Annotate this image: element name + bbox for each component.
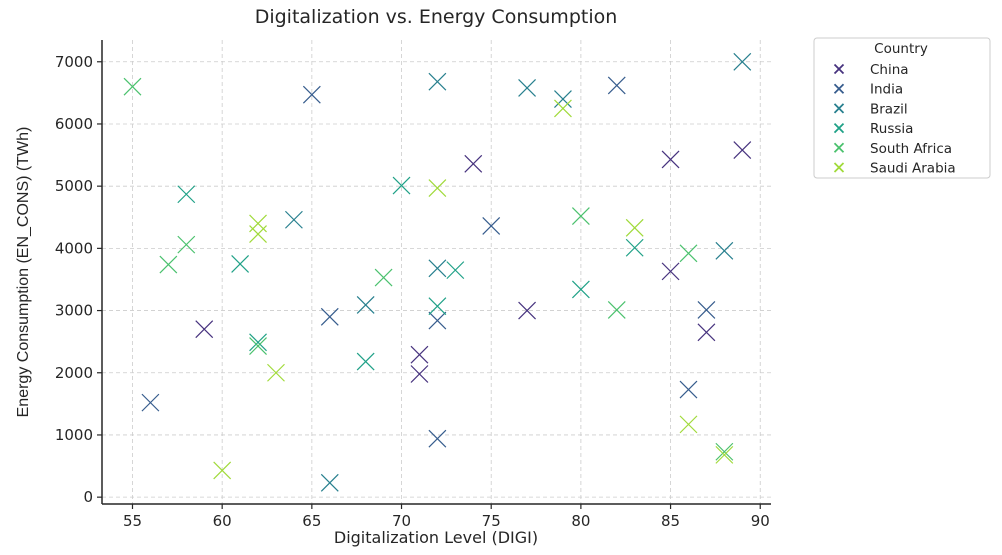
data-point-china	[661, 150, 680, 169]
data-point-saudi-arabia	[625, 218, 644, 237]
data-point-brazil	[733, 52, 752, 71]
legend-label: China	[870, 62, 909, 78]
data-point-south-africa	[249, 337, 267, 355]
legend-item-china: China	[833, 62, 909, 78]
legend-label: Russia	[870, 121, 913, 137]
data-point-china	[195, 320, 214, 339]
data-point-china	[518, 301, 536, 320]
x-tick-label: 60	[213, 512, 232, 530]
data-point-south-africa	[571, 207, 590, 225]
data-point-russia	[571, 280, 590, 299]
data-point-russia	[392, 176, 411, 195]
y-tick-label: 2000	[55, 364, 93, 382]
data-point-india	[302, 85, 321, 104]
x-tick-label: 70	[392, 512, 411, 530]
grid	[102, 40, 771, 504]
data-point-saudi-arabia	[715, 445, 734, 464]
data-point-brazil	[284, 210, 303, 229]
data-point-brazil	[518, 78, 536, 97]
data-point-south-africa	[374, 268, 393, 287]
data-point-india	[679, 380, 698, 399]
data-point-saudi-arabia	[428, 179, 447, 197]
data-point-india	[482, 217, 501, 235]
legend: Country China India Brazil Russia South Afri…	[813, 37, 991, 179]
y-tick-label: 3000	[55, 302, 93, 320]
data-point-brazil	[356, 296, 375, 314]
data-point-brazil	[715, 241, 734, 260]
data-point-india	[697, 301, 716, 319]
data-point-russia	[231, 254, 250, 273]
legend-item-russia: Russia	[833, 121, 913, 137]
legend-marker-russia	[833, 122, 845, 134]
legend-label: South Africa	[870, 141, 952, 157]
x-tick-label: 90	[751, 512, 770, 530]
legend-label: India	[870, 82, 903, 98]
data-point-india	[141, 393, 160, 412]
data-point-china	[697, 323, 716, 342]
legend-marker-india	[833, 83, 845, 94]
y-axis-label: Energy Consumption (EN_CONS) (TWh)	[15, 127, 32, 418]
data-point-russia	[177, 185, 196, 204]
legend-label: Brazil	[870, 101, 908, 117]
data-point-south-africa	[715, 442, 734, 461]
data-point-south-africa	[123, 77, 142, 96]
y-tick-label: 6000	[55, 115, 93, 133]
y-tick-label: 5000	[55, 177, 93, 195]
x-tick-label: 65	[302, 512, 321, 530]
x-axis-label: Digitalization Level (DIGI)	[334, 528, 538, 547]
x-tick-label: 75	[482, 512, 501, 530]
legend-marker-saudi-arabia	[833, 162, 845, 173]
data-point-india	[428, 429, 447, 448]
y-tick-label: 0	[83, 488, 93, 506]
legend-marker-brazil	[833, 103, 845, 114]
data-point-china	[661, 262, 680, 281]
data-point-russia	[356, 352, 375, 371]
data-point-saudi-arabia	[267, 363, 285, 382]
legend-item-saudi-arabia: Saudi Arabia	[833, 161, 956, 177]
data-point-saudi-arabia	[679, 415, 698, 434]
data-point-south-africa	[607, 301, 626, 319]
data-point-saudi-arabia	[554, 99, 572, 118]
data-point-brazil	[428, 72, 447, 91]
data-point-india	[320, 307, 339, 326]
data-points	[123, 52, 752, 492]
data-point-russia	[249, 333, 267, 352]
data-point-south-africa	[159, 255, 178, 274]
data-point-russia	[625, 238, 644, 257]
chart-title: Digitalization vs. Energy Consumption	[255, 6, 618, 28]
data-point-india	[607, 76, 626, 95]
y-tick-label: 1000	[55, 426, 93, 444]
axes	[101, 40, 771, 505]
legend-box	[813, 37, 991, 179]
x-tick-label: 80	[571, 512, 590, 530]
data-point-russia	[428, 297, 447, 316]
legend-marker-south-africa	[833, 142, 845, 153]
legend-title: Country	[874, 41, 928, 57]
data-point-saudi-arabia	[249, 214, 267, 233]
data-point-china	[733, 141, 752, 160]
data-point-india	[428, 311, 447, 330]
x-tick-label: 55	[123, 512, 142, 530]
data-point-saudi-arabia	[213, 461, 232, 480]
data-point-brazil	[320, 473, 339, 492]
data-point-china	[410, 345, 429, 364]
data-point-russia	[446, 261, 465, 280]
data-point-brazil	[554, 90, 572, 109]
legend-item-brazil: Brazil	[833, 101, 908, 117]
ticks: 55 60 65 70 75 80 85 90 0 1000 2000 3000 4000 5000 600…	[55, 53, 770, 530]
legend-marker-china	[833, 63, 845, 75]
y-tick-label: 7000	[55, 53, 93, 71]
data-point-south-africa	[679, 244, 698, 263]
legend-label: Saudi Arabia	[870, 161, 956, 177]
y-tick-label: 4000	[55, 239, 93, 257]
data-point-brazil	[428, 259, 447, 278]
data-point-saudi-arabia	[249, 225, 267, 243]
legend-item-india: India	[833, 82, 903, 98]
legend-item-south-africa: South Africa	[833, 141, 952, 157]
data-point-china	[464, 154, 483, 173]
data-point-china	[410, 365, 429, 383]
data-point-south-africa	[177, 235, 196, 254]
x-tick-label: 85	[661, 512, 680, 530]
